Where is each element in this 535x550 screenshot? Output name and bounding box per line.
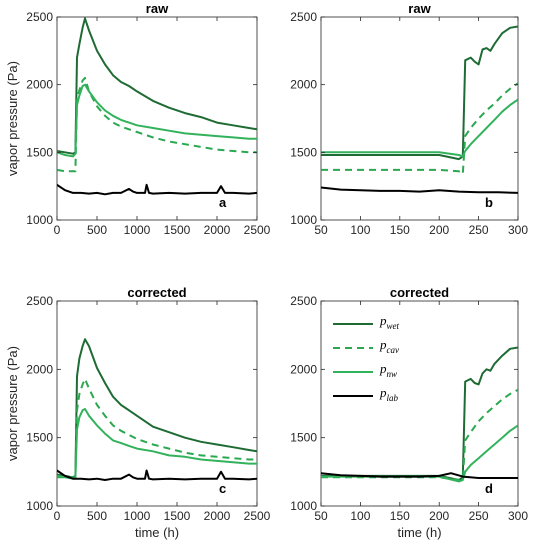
y-tick-label: 1000 [26,499,53,513]
y-tick-label: 2500 [290,10,317,24]
legend-label-cav: pcav [379,337,399,355]
series-line-p-cav [57,76,257,173]
x-tick-label: 250 [469,223,489,237]
panel-letter: d [485,481,493,496]
series-line-p-lab [321,186,518,194]
x-tick-label: 2500 [244,223,271,237]
y-tick-label: 1500 [26,431,53,445]
legend-label-lab: plab [379,385,399,403]
panel-a: 0 500 1000 1500 2000 2500 1000 1500 2000 2500 raw a… [5,1,271,237]
y-tick-label: 2500 [290,294,317,308]
y-tick-label: 1000 [26,213,53,227]
x-axis-label: time (h) [397,525,441,540]
y-tick-label: 1500 [290,145,317,159]
panel-title: raw [408,1,431,16]
x-tick-label: 150 [390,223,410,237]
panel-title: raw [146,1,169,16]
x-tick-label: 250 [469,509,489,523]
x-axis-label: time (h) [135,525,179,540]
series-line-p-lab [57,183,257,196]
y-axis-label: vapor pressure (Pa) [5,61,20,176]
legend-label-wet: pwet [379,313,399,331]
x-tick-label: 300 [508,223,528,237]
x-tick-label: 1500 [164,223,191,237]
x-tick-label: 100 [350,509,370,523]
x-tick-label: 0 [54,223,61,237]
y-axis-label: vapor pressure (Pa) [5,346,20,461]
series-line-p-nw [57,83,257,158]
x-tick-label: 50 [314,509,328,523]
y-tick-label: 1500 [26,145,53,159]
x-tick-label: 1500 [164,509,191,523]
x-tick-label: 2500 [244,509,271,523]
y-tick-label: 2000 [290,362,317,376]
x-tick-label: 2000 [204,223,231,237]
axes-box [56,300,258,507]
axes-box [56,16,258,221]
x-tick-label: 1000 [124,223,151,237]
panel-letter: b [485,195,493,210]
y-tick-label: 2000 [26,78,53,92]
x-tick-label: 500 [87,223,107,237]
x-tick-label: 1000 [124,509,151,523]
x-tick-label: 200 [429,509,449,523]
axes-box [320,300,519,507]
series-line-p-lab [321,472,518,479]
panel-title: corrected [390,285,449,300]
series-line-p-lab [57,469,257,481]
x-tick-label: 100 [350,223,370,237]
y-tick-label: 1500 [290,431,317,445]
y-tick-label: 1000 [290,213,317,227]
y-tick-label: 2500 [26,10,53,24]
series-line-p-nw [321,98,518,158]
axes-box [320,16,519,221]
y-tick-label: 2500 [26,294,53,308]
panel-b: 50 100 150 200 250 300 1000 1500 2000 2500 raw b [290,1,528,237]
x-tick-label: 50 [314,223,328,237]
panel-c: 0 500 1000 1500 2000 2500 1000 1500 2000 2500 corr… [5,285,271,540]
x-tick-label: 150 [390,509,410,523]
series-line-p-cav [321,82,518,175]
series-line-p-nw [57,408,257,480]
series-line-p-wet [321,25,518,161]
panel-d: 50 100 150 200 250 300 1000 1500 2000 2500 correct… [290,285,528,540]
panel-title: corrected [127,285,186,300]
y-tick-label: 1000 [290,499,317,513]
panel-letter: a [219,195,227,210]
series-line-p-wet [57,17,257,155]
x-tick-label: 2000 [204,509,231,523]
y-tick-label: 2000 [26,362,53,376]
legend-label-nw: pnw [379,361,397,379]
x-tick-label: 300 [508,509,528,523]
y-tick-label: 2000 [290,78,317,92]
x-tick-label: 200 [429,223,449,237]
x-tick-label: 0 [54,509,61,523]
panel-letter: c [219,481,226,496]
x-tick-label: 500 [87,509,107,523]
legend: pwet pcav pnw plab [333,313,399,403]
